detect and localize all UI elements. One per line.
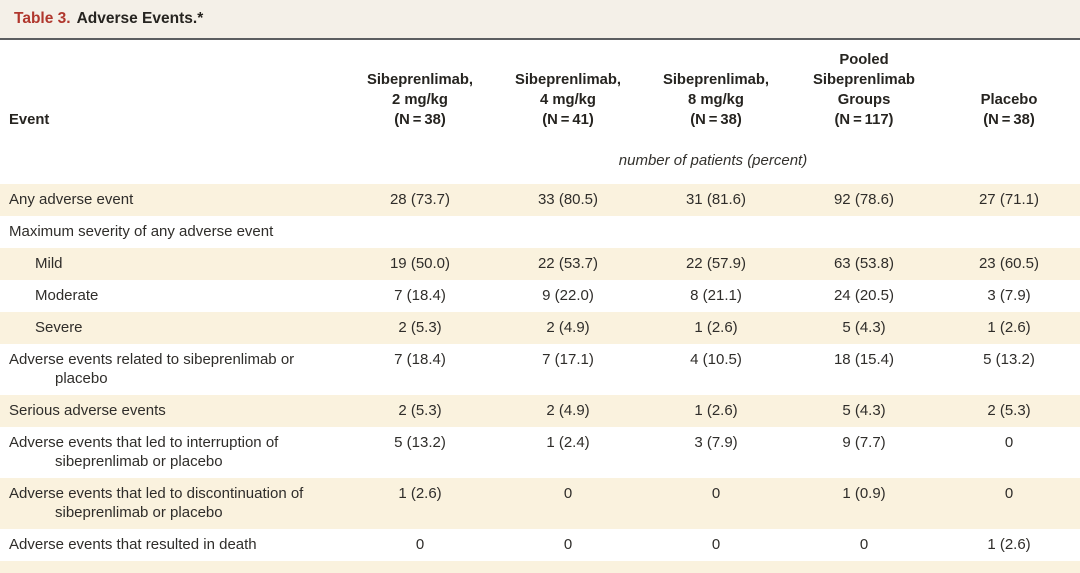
value-cell bbox=[642, 216, 790, 222]
value-cell bbox=[938, 216, 1080, 222]
value-cell: 9 (22.0) bbox=[542, 287, 594, 304]
value-cell: 1 (2.6) bbox=[398, 485, 442, 502]
column-header-event: Event bbox=[9, 112, 50, 128]
value-cell: 2 (5.3) bbox=[987, 402, 1031, 419]
event-label: Severe bbox=[35, 319, 83, 336]
event-label: Adverse events that led to discontinuati… bbox=[9, 485, 304, 521]
value-cell: 92 (78.6) bbox=[833, 191, 895, 208]
value-cell: 5 (13.2) bbox=[983, 351, 1035, 368]
table-row: Moderate 7 (18.4) 9 (22.0) 8 (21.1) 24 (20.5… bbox=[0, 280, 1080, 312]
value-cell: 23 (60.5) bbox=[978, 255, 1040, 272]
value-cell: 3 (7.9) bbox=[694, 434, 738, 451]
event-label: Adverse events that resulted in death bbox=[9, 536, 257, 553]
value-cell: 7 (18.4) bbox=[394, 351, 446, 368]
value-cell bbox=[790, 216, 938, 222]
table-body: Any adverse event 28 (73.7) 33 (80.5) 31 (8… bbox=[0, 184, 1080, 561]
value-cell: 4 (10.5) bbox=[690, 351, 742, 368]
value-cell: 1 (2.6) bbox=[987, 536, 1031, 553]
value-cell: 2 (4.9) bbox=[546, 319, 590, 336]
value-cell: 7 (18.4) bbox=[394, 287, 446, 304]
value-cell: 18 (15.4) bbox=[833, 351, 895, 368]
event-label: Moderate bbox=[35, 287, 99, 304]
units-note: number of patients (percent) bbox=[618, 152, 808, 169]
event-label: Adverse events related to sibeprenlimab … bbox=[9, 351, 295, 387]
value-cell: 19 (50.0) bbox=[389, 255, 451, 272]
value-cell: 0 bbox=[563, 485, 573, 502]
value-cell: 0 bbox=[1004, 485, 1014, 502]
column-header-placebo: Placebo (N = 38) bbox=[980, 92, 1038, 128]
table-row: Adverse events that resulted in death 0 0 0… bbox=[0, 529, 1080, 561]
value-cell: 1 (2.6) bbox=[694, 402, 738, 419]
value-cell: 22 (53.7) bbox=[537, 255, 599, 272]
value-cell: 0 bbox=[563, 536, 573, 553]
column-header-pooled-sibeprenlimab: Pooled Sibeprenlimab Groups (N = 117) bbox=[813, 52, 915, 128]
table-row: Serious adverse events 2 (5.3) 2 (4.9) 1 (2… bbox=[0, 395, 1080, 427]
value-cell: 5 (4.3) bbox=[842, 319, 886, 336]
table-row: Any adverse event 28 (73.7) 33 (80.5) 31 (8… bbox=[0, 184, 1080, 216]
event-label: Maximum severity of any adverse event bbox=[9, 223, 274, 240]
table-row: Severe 2 (5.3) 2 (4.9) 1 (2.6) 5 (4.3) 1 (2.6… bbox=[0, 312, 1080, 344]
value-cell: 7 (17.1) bbox=[542, 351, 594, 368]
value-cell: 5 (13.2) bbox=[394, 434, 446, 451]
column-header-sibeprenlimab-4mg: Sibeprenlimab, 4 mg/kg (N = 41) bbox=[514, 72, 622, 128]
value-cell: 31 (81.6) bbox=[685, 191, 747, 208]
table-row: Adverse events that led to interruption … bbox=[0, 427, 1080, 478]
value-cell: 0 bbox=[415, 536, 425, 553]
value-cell: 0 bbox=[859, 536, 869, 553]
table-row: Adverse events related to sibeprenlimab … bbox=[0, 344, 1080, 395]
value-cell: 2 (5.3) bbox=[398, 319, 442, 336]
column-header-sibeprenlimab-2mg: Sibeprenlimab, 2 mg/kg (N = 38) bbox=[366, 72, 474, 128]
value-cell: 24 (20.5) bbox=[833, 287, 895, 304]
value-cell: 0 bbox=[711, 536, 721, 553]
table-title-band: Table 3. Adverse Events.* bbox=[0, 0, 1080, 40]
value-cell bbox=[494, 216, 642, 222]
value-cell: 9 (7.7) bbox=[842, 434, 886, 451]
event-label: Adverse events that led to interruption … bbox=[9, 434, 279, 470]
value-cell: 5 (4.3) bbox=[842, 402, 886, 419]
value-cell: 63 (53.8) bbox=[833, 255, 895, 272]
units-row: number of patients (percent) bbox=[0, 143, 1080, 184]
event-label: Serious adverse events bbox=[9, 402, 166, 419]
table-row: Maximum severity of any adverse event bbox=[0, 216, 1080, 248]
value-cell: 22 (57.9) bbox=[685, 255, 747, 272]
value-cell: 0 bbox=[711, 485, 721, 502]
footnote-strip bbox=[0, 561, 1080, 573]
value-cell bbox=[346, 216, 494, 222]
value-cell: 33 (80.5) bbox=[537, 191, 599, 208]
value-cell: 2 (4.9) bbox=[546, 402, 590, 419]
header-row: Event Sibeprenlimab, 2 mg/kg (N = 38) Sibe… bbox=[0, 40, 1080, 143]
column-header-sibeprenlimab-8mg: Sibeprenlimab, 8 mg/kg (N = 38) bbox=[662, 72, 770, 128]
value-cell: 8 (21.1) bbox=[690, 287, 742, 304]
value-cell: 0 bbox=[1004, 434, 1014, 451]
table-row: Mild 19 (50.0) 22 (53.7) 22 (57.9) 63 (53.8)… bbox=[0, 248, 1080, 280]
value-cell: 27 (71.1) bbox=[978, 191, 1040, 208]
table-number-label: Table 3. bbox=[14, 10, 71, 27]
event-label: Any adverse event bbox=[9, 191, 134, 208]
value-cell: 1 (2.4) bbox=[546, 434, 590, 451]
table-row: Adverse events that led to discontinuati… bbox=[0, 478, 1080, 529]
value-cell: 2 (5.3) bbox=[398, 402, 442, 419]
table-title: Adverse Events.* bbox=[76, 10, 204, 27]
value-cell: 1 (2.6) bbox=[694, 319, 738, 336]
value-cell: 28 (73.7) bbox=[389, 191, 451, 208]
event-label: Mild bbox=[35, 255, 63, 272]
value-cell: 1 (2.6) bbox=[987, 319, 1031, 336]
value-cell: 1 (0.9) bbox=[842, 485, 886, 502]
value-cell: 3 (7.9) bbox=[987, 287, 1031, 304]
